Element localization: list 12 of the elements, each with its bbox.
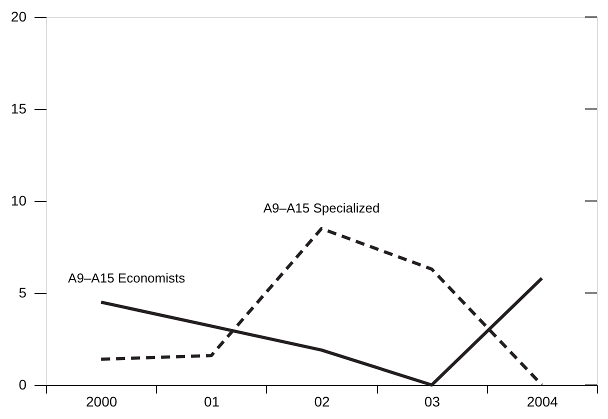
y-tick-label: 0 [18, 376, 27, 392]
y-tick-label: 10 [10, 192, 27, 208]
annotation: A9–A15 Economists [68, 270, 186, 286]
x-tick-label: 02 [314, 394, 330, 410]
y-tick-label: 20 [10, 8, 27, 24]
y-tick-label: 5 [18, 284, 27, 300]
x-tick-label: 2000 [86, 394, 118, 410]
y-tick-label: 15 [10, 100, 27, 116]
x-tick-label: 03 [424, 394, 440, 410]
x-tick-label: 01 [204, 394, 220, 410]
x-tick-label: 2004 [526, 394, 558, 410]
annotation: A9–A15 Specialized [263, 200, 380, 216]
